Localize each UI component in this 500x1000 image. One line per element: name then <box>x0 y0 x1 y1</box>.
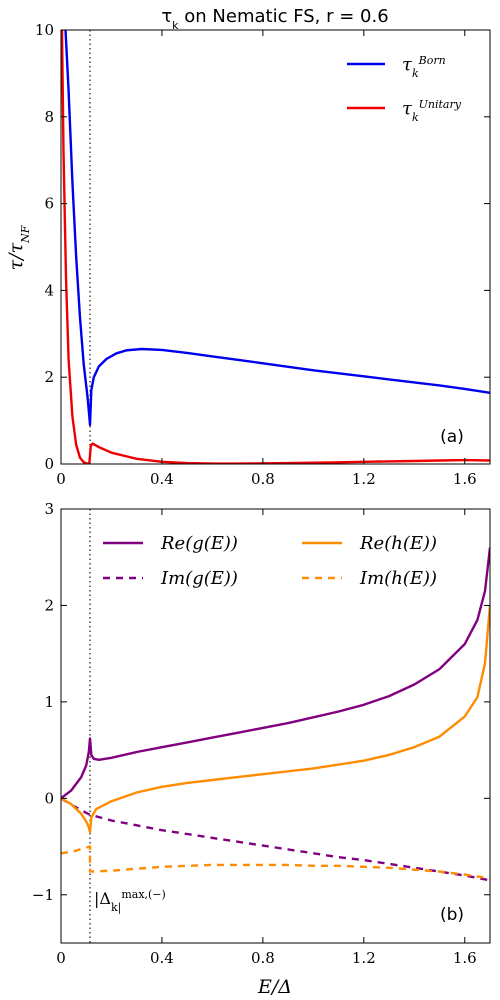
series-group-a <box>61 30 490 464</box>
y-tick-label: 6 <box>44 195 54 213</box>
x-tick-label: 1.6 <box>453 949 477 967</box>
series-line-k-unitary <box>61 30 490 464</box>
chart-title: τk on Nematic FS, r = 0.6 <box>161 6 388 32</box>
y-tick-label: 10 <box>35 21 54 39</box>
y-tick-label: −1 <box>32 886 54 904</box>
x-tick-label: 1.2 <box>352 949 376 967</box>
y-tick-label: 3 <box>44 500 54 518</box>
series-line-re-g-e <box>61 547 490 800</box>
plot-frame-a <box>60 29 491 465</box>
ticks-a: 0 0.4 0.8 1.2 1.6 0 2 4 6 8 10 <box>35 21 490 488</box>
legend-label-k-born: τkBorn <box>402 54 446 80</box>
legend-label-im-h-e: Im(h(E)) <box>359 568 437 589</box>
series-line-im-h-e <box>61 845 490 880</box>
legend-label-k-unitary: τkUnitary <box>402 98 462 124</box>
y-tick-label: 4 <box>44 281 54 299</box>
y-tick-label: 0 <box>44 455 54 473</box>
series-line-re-h-e <box>61 605 490 834</box>
plot-frame-b <box>60 508 491 944</box>
vline-annotation: |Δk|max,(−) <box>94 888 166 915</box>
x-tick-label: 0.4 <box>150 949 174 967</box>
y-axis-label: τ/τNF <box>5 225 32 270</box>
legend-label-im-g-e: Im(g(E)) <box>160 568 238 589</box>
panel-label-a: (a) <box>440 427 464 447</box>
x-tick-label: 1.2 <box>352 470 376 488</box>
legend-label-re-g-e: Re(g(E)) <box>160 533 238 554</box>
y-tick-label: 1 <box>44 693 54 711</box>
x-axis-label: E/Δ <box>257 976 292 998</box>
x-tick-label: 0.8 <box>251 470 275 488</box>
legend-b: Re(g(E)) Im(g(E)) Re(h(E)) Im(h(E)) <box>103 533 437 589</box>
series-group-b <box>61 509 490 943</box>
series-line-im-g-e <box>61 797 490 882</box>
series-line-k-born <box>64 30 490 427</box>
y-tick-label: 2 <box>44 596 54 614</box>
panel-a: τk on Nematic FS, r = 0.6 τ/τNF 0 0.4 0.8 1… <box>5 6 491 488</box>
panel-label-b: (b) <box>440 905 464 925</box>
x-tick-label: 1.6 <box>453 470 477 488</box>
x-tick-label: 0.8 <box>251 949 275 967</box>
panel-b: 0 0.4 0.8 1.2 1.6 −1 0 1 2 3 Re(g(E)) Im(g(E)) Re(h… <box>32 500 491 998</box>
x-tick-label: 0.4 <box>150 470 174 488</box>
y-tick-label: 2 <box>44 368 54 386</box>
x-tick-label: 0 <box>56 470 66 488</box>
y-axis-label-group: τ/τNF <box>5 225 32 270</box>
y-tick-label: 8 <box>44 108 54 126</box>
ticks-b: 0 0.4 0.8 1.2 1.6 −1 0 1 2 3 <box>32 500 490 967</box>
x-tick-label: 0 <box>56 949 66 967</box>
y-tick-label: 0 <box>44 789 54 807</box>
legend-a: τkBorn τkUnitary <box>347 54 462 124</box>
legend-label-re-h-e: Re(h(E)) <box>359 533 437 554</box>
